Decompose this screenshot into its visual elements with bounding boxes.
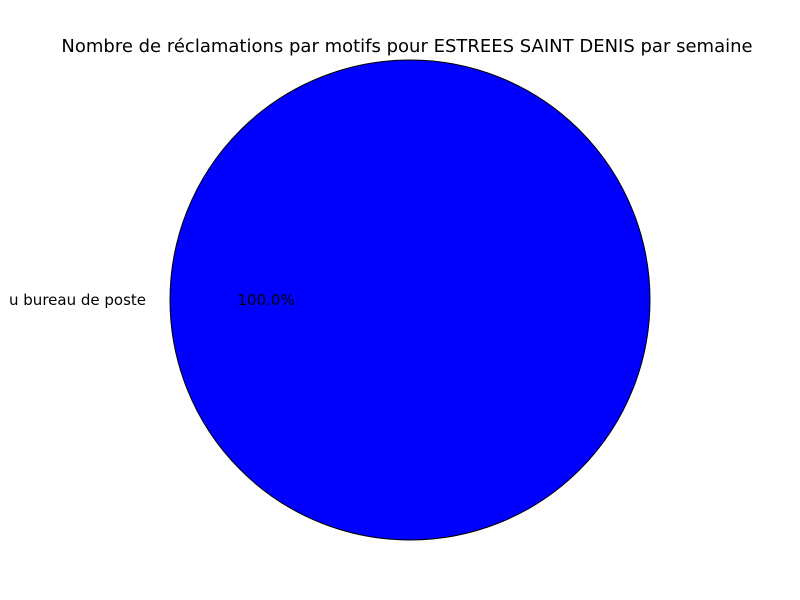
pie-slice xyxy=(169,59,651,541)
slice-percent-label: 100.0% xyxy=(237,291,294,309)
pie-slices xyxy=(169,59,651,541)
pie-labels: u bureau de poste 100.0% xyxy=(9,291,295,309)
slice-label: u bureau de poste xyxy=(9,291,146,309)
chart-title: Nombre de réclamations par motifs pour E… xyxy=(61,36,752,57)
